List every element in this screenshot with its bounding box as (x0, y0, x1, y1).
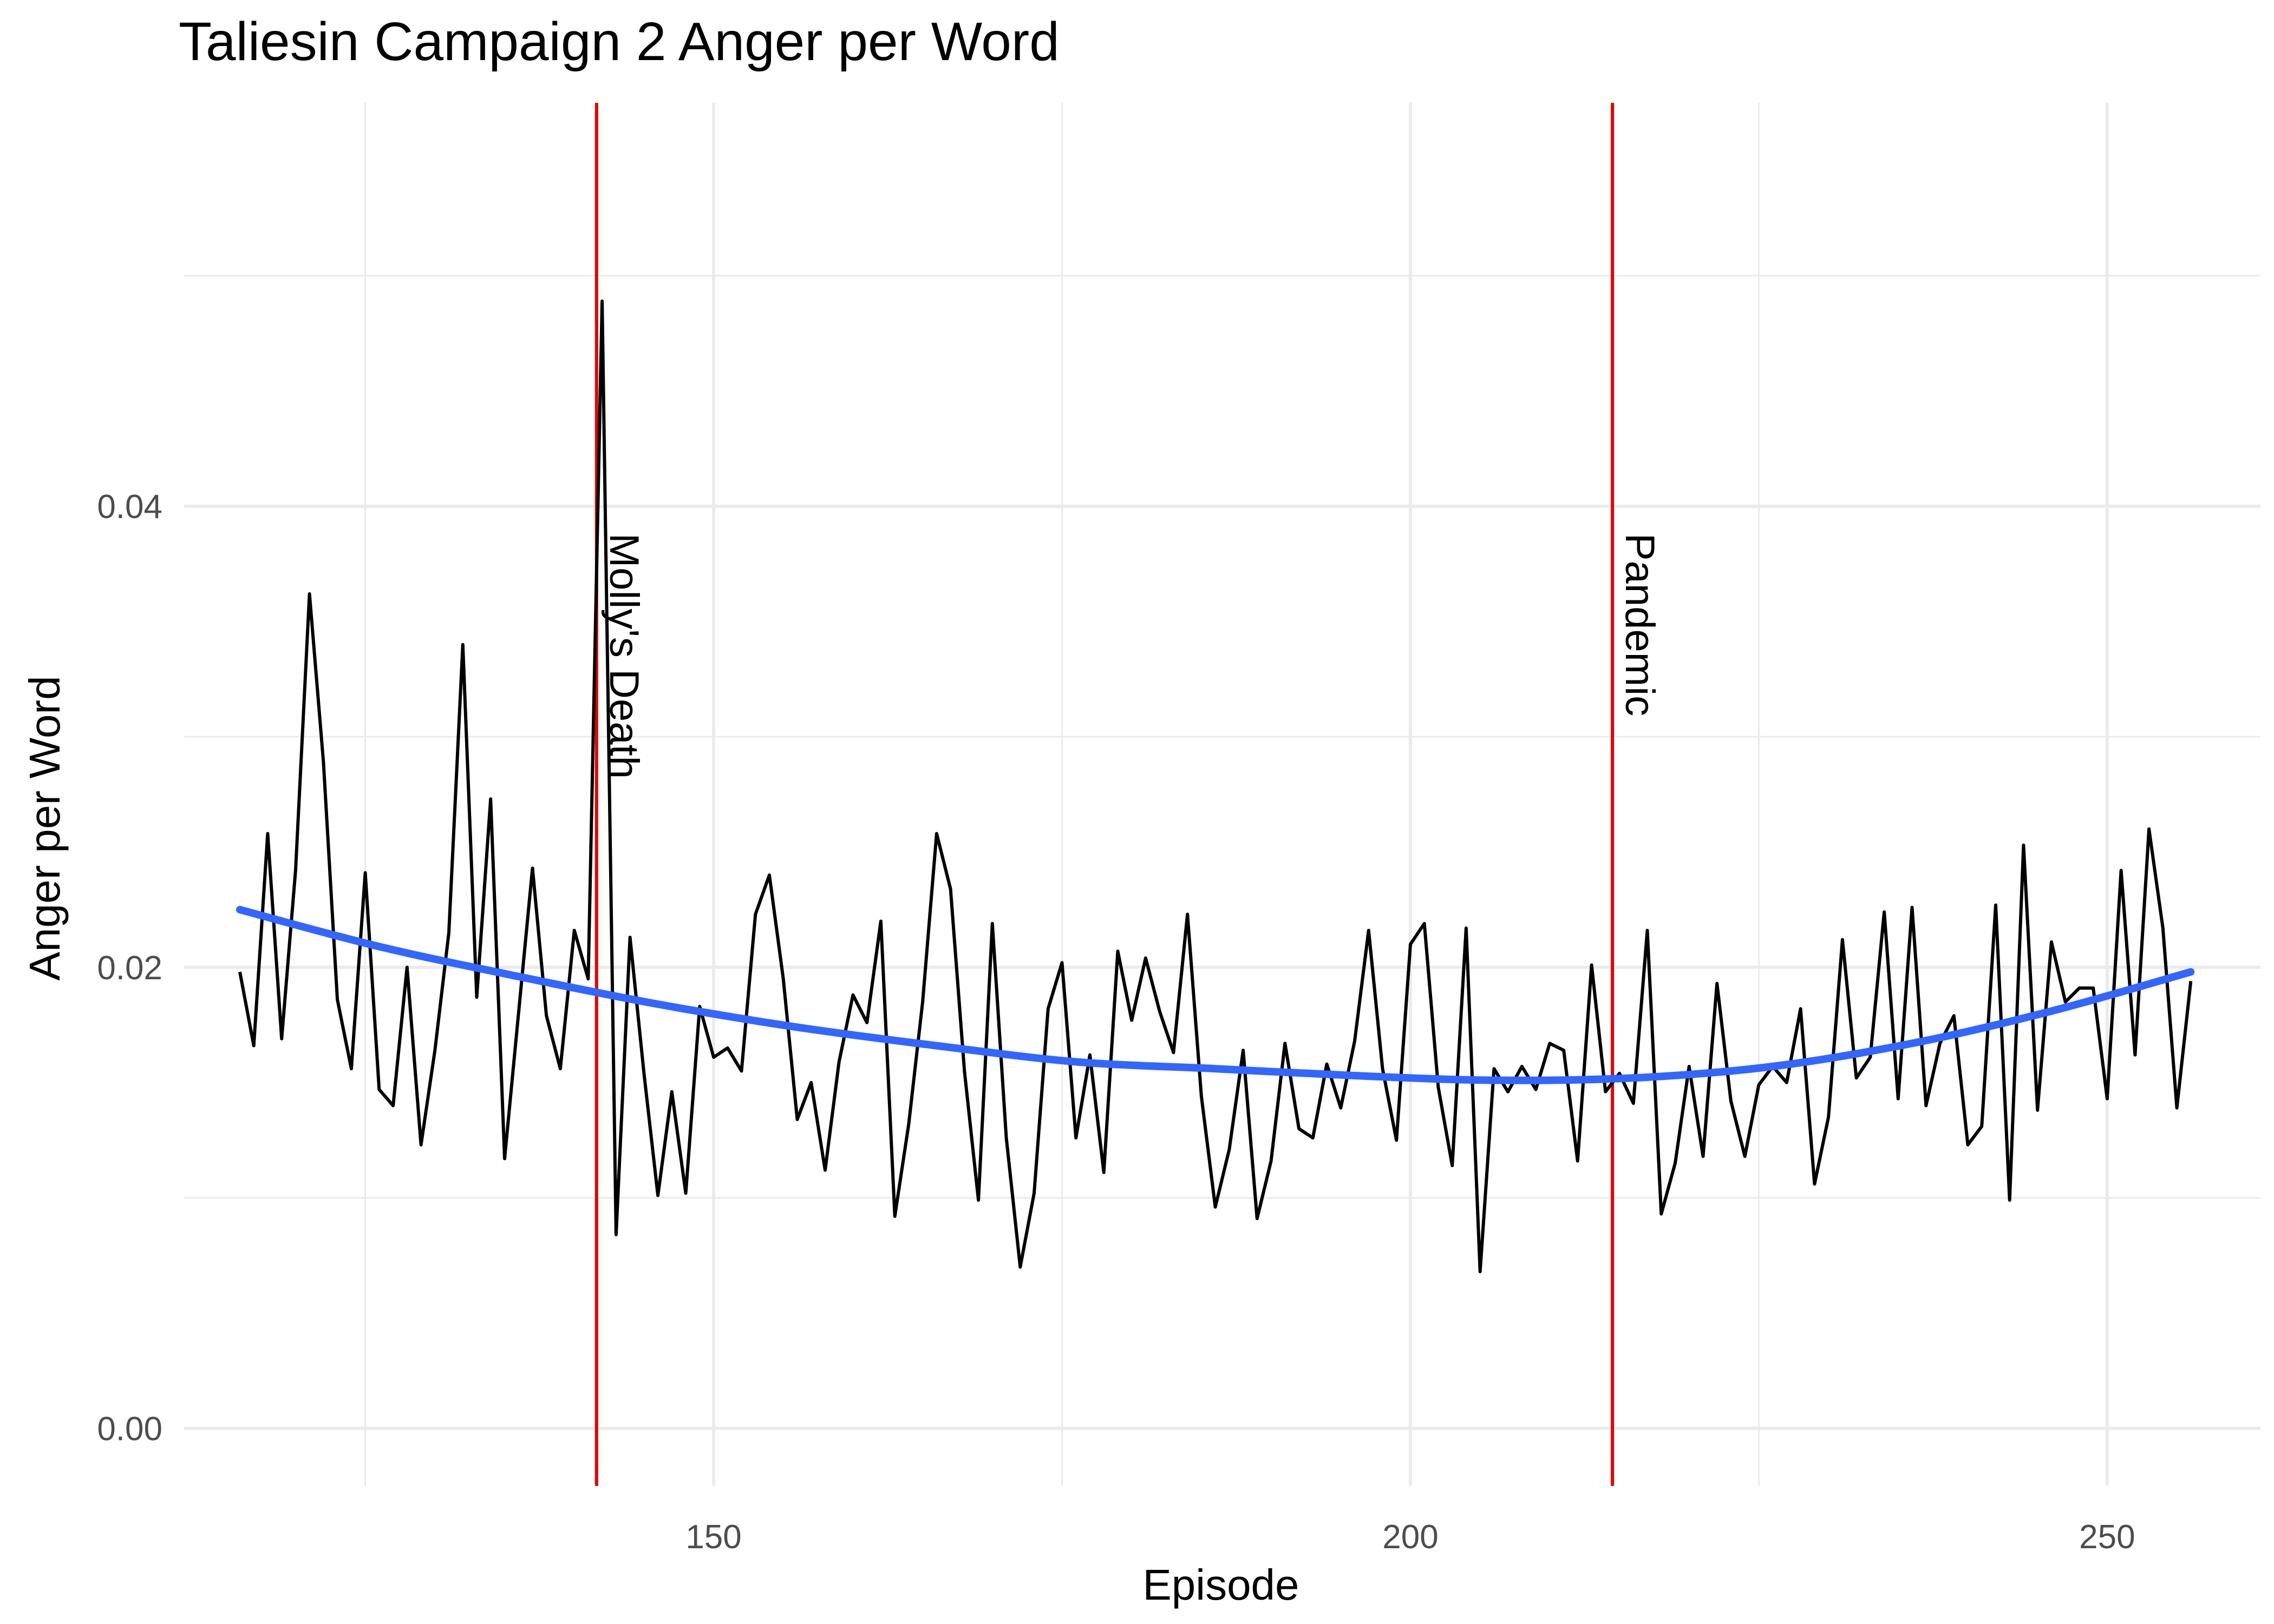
anger-series-line (238, 299, 2193, 1273)
minor-gridlines (184, 103, 2260, 1486)
event-markers: Molly's Death Pandemic (594, 103, 1663, 1486)
y-tick-label: 0.02 (97, 949, 162, 987)
y-axis-title: Anger per Word (21, 676, 69, 980)
x-tick-label: 150 (685, 1518, 741, 1556)
chart-title: Taliesin Campaign 2 Anger per Word (179, 11, 1060, 72)
tick-labels: 150 200 250 0.00 0.02 0.04 (97, 488, 2135, 1556)
x-tick-label: 250 (2079, 1518, 2135, 1556)
event-label: Pandemic (1617, 533, 1663, 716)
x-axis-title: Episode (1142, 1561, 1299, 1609)
data-series (236, 299, 2195, 1273)
smooth-trend-line (236, 906, 2195, 1084)
y-tick-label: 0.04 (97, 488, 162, 526)
major-gridlines (184, 103, 2260, 1486)
y-tick-label: 0.00 (97, 1411, 162, 1448)
x-tick-label: 200 (1382, 1518, 1438, 1556)
